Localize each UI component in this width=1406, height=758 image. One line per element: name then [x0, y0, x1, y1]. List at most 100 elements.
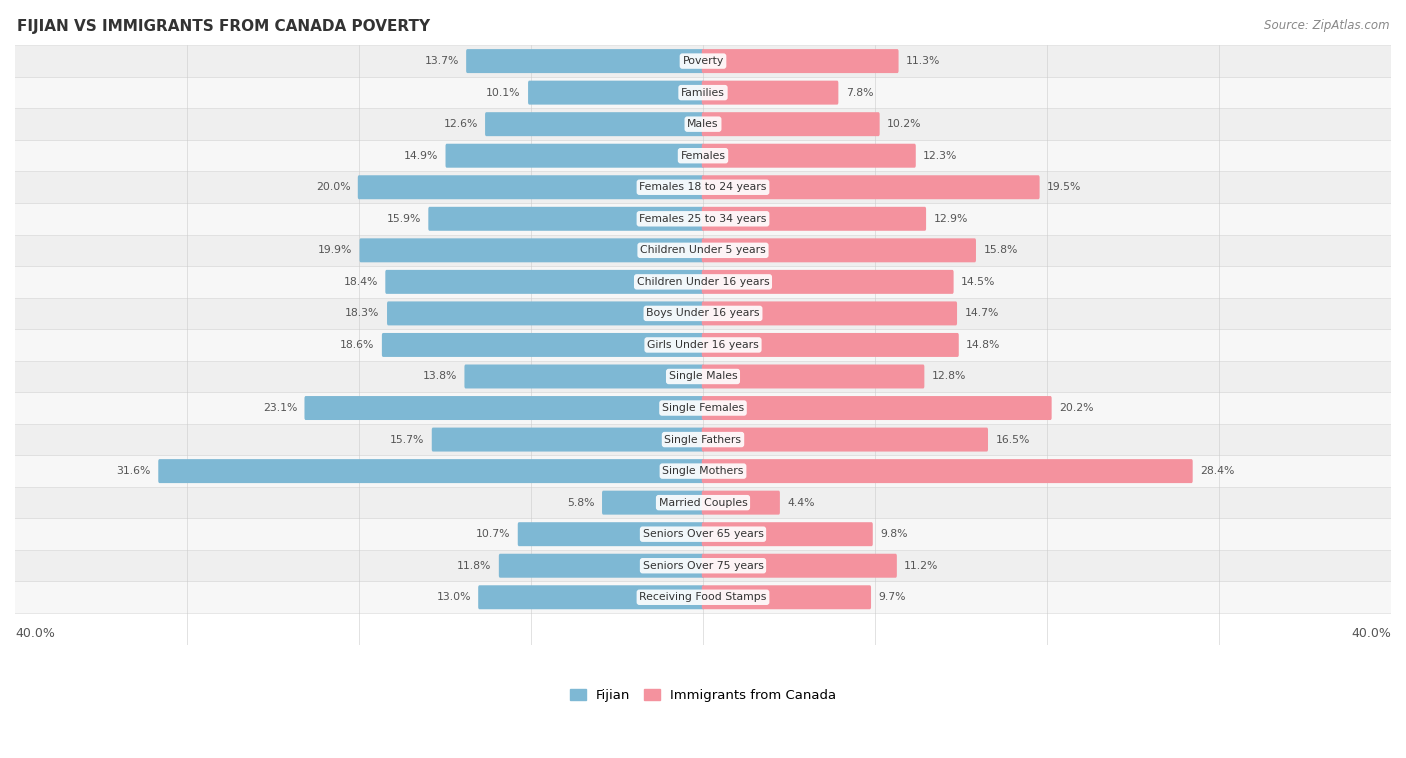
- Text: 12.6%: 12.6%: [443, 119, 478, 129]
- Text: 14.9%: 14.9%: [404, 151, 439, 161]
- Text: 40.0%: 40.0%: [15, 627, 55, 640]
- Text: 18.4%: 18.4%: [343, 277, 378, 287]
- Text: 10.1%: 10.1%: [486, 88, 520, 98]
- FancyBboxPatch shape: [446, 144, 704, 168]
- Text: Children Under 5 years: Children Under 5 years: [640, 246, 766, 255]
- Text: 10.2%: 10.2%: [887, 119, 921, 129]
- Bar: [0, 140, 1406, 171]
- FancyBboxPatch shape: [387, 302, 704, 325]
- FancyBboxPatch shape: [517, 522, 704, 547]
- FancyBboxPatch shape: [702, 49, 898, 73]
- Text: 23.1%: 23.1%: [263, 403, 297, 413]
- Text: Single Females: Single Females: [662, 403, 744, 413]
- Bar: [0, 234, 1406, 266]
- Text: 20.2%: 20.2%: [1059, 403, 1094, 413]
- FancyBboxPatch shape: [702, 396, 1052, 420]
- Bar: [0, 266, 1406, 298]
- Bar: [0, 361, 1406, 392]
- FancyBboxPatch shape: [602, 490, 704, 515]
- Bar: [0, 392, 1406, 424]
- Text: 7.8%: 7.8%: [846, 88, 873, 98]
- FancyBboxPatch shape: [702, 585, 872, 609]
- Text: FIJIAN VS IMMIGRANTS FROM CANADA POVERTY: FIJIAN VS IMMIGRANTS FROM CANADA POVERTY: [17, 19, 430, 34]
- Bar: [0, 550, 1406, 581]
- Text: 16.5%: 16.5%: [995, 434, 1029, 445]
- Text: Single Mothers: Single Mothers: [662, 466, 744, 476]
- Text: 12.3%: 12.3%: [924, 151, 957, 161]
- Text: 18.3%: 18.3%: [346, 309, 380, 318]
- Text: 14.5%: 14.5%: [960, 277, 995, 287]
- FancyBboxPatch shape: [702, 302, 957, 325]
- FancyBboxPatch shape: [429, 207, 704, 230]
- FancyBboxPatch shape: [702, 522, 873, 547]
- Text: Source: ZipAtlas.com: Source: ZipAtlas.com: [1264, 19, 1389, 32]
- Bar: [0, 108, 1406, 140]
- Legend: Fijian, Immigrants from Canada: Fijian, Immigrants from Canada: [564, 683, 842, 707]
- FancyBboxPatch shape: [702, 112, 880, 136]
- Bar: [0, 424, 1406, 456]
- Text: Married Couples: Married Couples: [658, 498, 748, 508]
- Text: 19.9%: 19.9%: [318, 246, 352, 255]
- Bar: [0, 487, 1406, 518]
- FancyBboxPatch shape: [464, 365, 704, 388]
- Text: Poverty: Poverty: [682, 56, 724, 66]
- Text: 10.7%: 10.7%: [475, 529, 510, 539]
- Bar: [0, 203, 1406, 234]
- Text: 19.5%: 19.5%: [1047, 182, 1081, 193]
- Text: 15.8%: 15.8%: [983, 246, 1018, 255]
- Bar: [0, 329, 1406, 361]
- Text: 11.8%: 11.8%: [457, 561, 492, 571]
- FancyBboxPatch shape: [702, 365, 924, 388]
- FancyBboxPatch shape: [702, 428, 988, 452]
- Text: 11.3%: 11.3%: [905, 56, 941, 66]
- Text: 9.8%: 9.8%: [880, 529, 908, 539]
- Text: 12.9%: 12.9%: [934, 214, 967, 224]
- Text: Males: Males: [688, 119, 718, 129]
- FancyBboxPatch shape: [702, 238, 976, 262]
- Text: Girls Under 16 years: Girls Under 16 years: [647, 340, 759, 350]
- Bar: [0, 456, 1406, 487]
- FancyBboxPatch shape: [702, 175, 1039, 199]
- FancyBboxPatch shape: [702, 333, 959, 357]
- Text: Receiving Food Stamps: Receiving Food Stamps: [640, 592, 766, 603]
- FancyBboxPatch shape: [702, 554, 897, 578]
- Text: Single Fathers: Single Fathers: [665, 434, 741, 445]
- FancyBboxPatch shape: [702, 490, 780, 515]
- FancyBboxPatch shape: [702, 459, 1192, 483]
- FancyBboxPatch shape: [360, 238, 704, 262]
- Text: Females 18 to 24 years: Females 18 to 24 years: [640, 182, 766, 193]
- Text: 20.0%: 20.0%: [316, 182, 350, 193]
- Text: Females 25 to 34 years: Females 25 to 34 years: [640, 214, 766, 224]
- FancyBboxPatch shape: [499, 554, 704, 578]
- FancyBboxPatch shape: [159, 459, 704, 483]
- Bar: [0, 45, 1406, 77]
- FancyBboxPatch shape: [702, 80, 838, 105]
- FancyBboxPatch shape: [478, 585, 704, 609]
- Text: 13.7%: 13.7%: [425, 56, 458, 66]
- Text: 12.8%: 12.8%: [932, 371, 966, 381]
- Text: 31.6%: 31.6%: [117, 466, 150, 476]
- Text: 11.2%: 11.2%: [904, 561, 939, 571]
- Bar: [0, 77, 1406, 108]
- FancyBboxPatch shape: [467, 49, 704, 73]
- Bar: [0, 581, 1406, 613]
- Bar: [0, 298, 1406, 329]
- Text: 28.4%: 28.4%: [1201, 466, 1234, 476]
- FancyBboxPatch shape: [702, 207, 927, 230]
- Text: 13.8%: 13.8%: [423, 371, 457, 381]
- FancyBboxPatch shape: [432, 428, 704, 452]
- Text: Females: Females: [681, 151, 725, 161]
- Text: Families: Families: [681, 88, 725, 98]
- Bar: [0, 171, 1406, 203]
- Text: 13.0%: 13.0%: [436, 592, 471, 603]
- Text: 15.9%: 15.9%: [387, 214, 420, 224]
- Text: Seniors Over 75 years: Seniors Over 75 years: [643, 561, 763, 571]
- Text: 14.8%: 14.8%: [966, 340, 1001, 350]
- FancyBboxPatch shape: [529, 80, 704, 105]
- FancyBboxPatch shape: [382, 333, 704, 357]
- Text: 4.4%: 4.4%: [787, 498, 815, 508]
- Text: Boys Under 16 years: Boys Under 16 years: [647, 309, 759, 318]
- FancyBboxPatch shape: [357, 175, 704, 199]
- FancyBboxPatch shape: [702, 144, 915, 168]
- Text: 18.6%: 18.6%: [340, 340, 374, 350]
